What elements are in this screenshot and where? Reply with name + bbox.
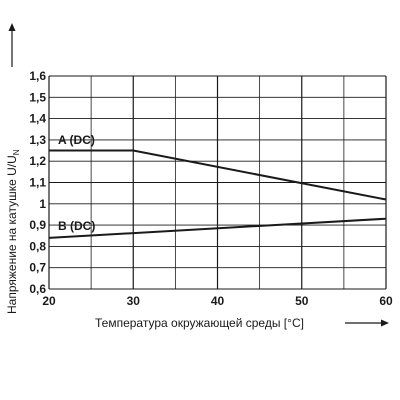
y-tick-label: 0,9 [29,218,46,232]
y-axis-arrow-head [8,23,16,31]
series-label-b: B (DC) [58,219,95,233]
y-tick-label: 0,6 [29,282,46,296]
y-tick-label: 1,3 [29,133,46,147]
series-lines [48,149,387,239]
x-tick-label: 30 [127,294,141,308]
x-tick-label: 60 [379,294,393,308]
y-axis-label-subscript: N [12,149,21,155]
y-tick-label: 1,1 [29,176,46,190]
x-axis-label: Температура окружающей среды [°C] [95,316,304,330]
y-tick-label: 0,8 [29,239,46,253]
grid [48,75,387,290]
x-tick-label: 50 [295,294,309,308]
y-tick-label: 1 [39,197,46,211]
y-tick-label: 1,4 [29,112,46,126]
y-axis-title: Напряжение на катушке U/UN [5,23,21,314]
x-tick-label: 20 [42,294,56,308]
y-tick-label: 1,5 [29,90,46,104]
tick-labels: 20 30 40 50 60 0,6 0,7 0,8 0,9 1 1,1 1,2 1,3 1,4 1,5 1,… [29,69,393,308]
x-axis-arrow-head [381,319,389,327]
x-axis-title: Температура окружающей среды [°C] [95,316,389,330]
series-label-a: A (DC) [58,133,95,147]
y-tick-label: 1,2 [29,154,46,168]
y-tick-label: 1,6 [29,69,46,83]
y-axis-label: Напряжение на катушке U/UN [5,149,21,314]
y-tick-label: 0,7 [29,261,46,275]
series-line-b [48,217,387,239]
series-line-a [49,149,387,201]
x-tick-label: 40 [211,294,225,308]
